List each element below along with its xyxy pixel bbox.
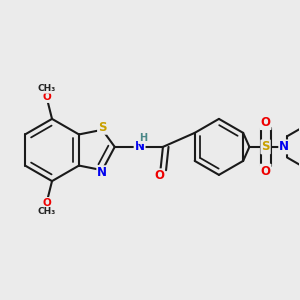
Text: CH₃: CH₃ <box>38 207 56 216</box>
Text: N: N <box>135 140 145 153</box>
Text: N: N <box>97 166 107 179</box>
Text: S: S <box>98 121 106 134</box>
Text: H: H <box>139 133 147 143</box>
Text: O: O <box>261 116 271 129</box>
Text: O: O <box>154 169 164 182</box>
Text: O: O <box>261 165 271 178</box>
Text: S: S <box>261 140 270 153</box>
Text: CH₃: CH₃ <box>38 84 56 93</box>
Text: N: N <box>279 140 289 153</box>
Text: O: O <box>42 92 51 102</box>
Text: O: O <box>42 198 51 208</box>
